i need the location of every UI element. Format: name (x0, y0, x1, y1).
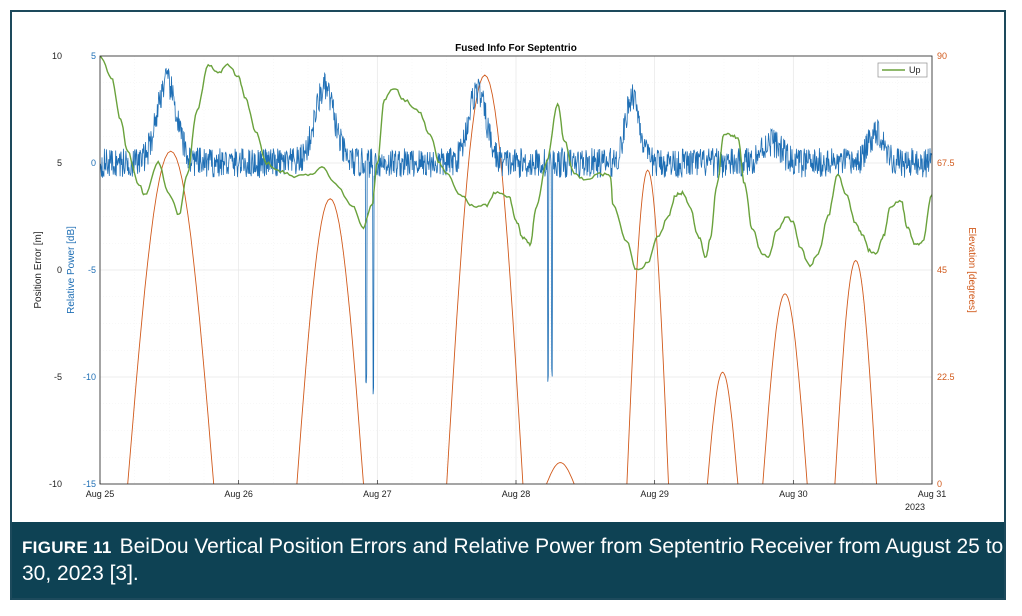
y-left-inner-tick: -15 (83, 479, 96, 489)
x-tick-label: Aug 30 (779, 489, 808, 499)
x-year-label: 2023 (905, 502, 925, 512)
x-tick-label: Aug 27 (363, 489, 392, 499)
position-error-series-line (100, 56, 932, 271)
figure: Aug 25 Aug 26 Aug 27 Aug 28 Aug 29 Aug 30 Aug … (10, 10, 1006, 600)
x-tick-label: Aug 29 (640, 489, 669, 499)
y-right-tick: 90 (937, 51, 947, 61)
y-left-inner-label: Relative Power [dB] (66, 226, 77, 314)
x-tick-label: Aug 28 (502, 489, 531, 499)
y-left-outer-tick: -10 (49, 479, 62, 489)
y-left-inner-tick: -5 (88, 265, 96, 275)
x-tick-label: Aug 26 (224, 489, 253, 499)
y-left-outer-tick: 0 (57, 265, 62, 275)
y-right-tick: 45 (937, 265, 947, 275)
chart: Aug 25 Aug 26 Aug 27 Aug 28 Aug 29 Aug 30 Aug … (33, 43, 977, 512)
relative-power-series-line (100, 67, 932, 395)
x-tick-label: Aug 31 (918, 489, 947, 499)
caption-label: FIGURE 11 (22, 538, 112, 557)
legend-entry-up: Up (909, 65, 921, 75)
caption-text: BeiDou Vertical Position Errors and Rela… (22, 535, 1004, 585)
y-right-tick: 67.5 (937, 158, 955, 168)
y-left-inner-tick: -10 (83, 372, 96, 382)
y-left-outer-tick: -5 (54, 372, 62, 382)
y-left-inner-tick: 5 (91, 51, 96, 61)
chart-title: Fused Info For Septentrio (455, 43, 577, 54)
y-left-outer-tick: 10 (52, 51, 62, 61)
figure-caption: FIGURE 11 BeiDou Vertical Position Errors… (12, 522, 1004, 598)
y-right-tick: 0 (937, 479, 942, 489)
y-left-outer-label: Position Error [m] (33, 231, 44, 308)
elevation-series-line (127, 74, 877, 484)
x-tick-label: Aug 25 (86, 489, 115, 499)
y-left-inner-tick: 0 (91, 158, 96, 168)
y-right-tick: 22.5 (937, 372, 955, 382)
legend: Up (877, 62, 928, 78)
y-right-label: Elevation [degrees] (966, 227, 977, 313)
axis-ticks: Aug 25 Aug 26 Aug 27 Aug 28 Aug 29 Aug 30 Aug … (49, 51, 955, 499)
y-left-outer-tick: 5 (57, 158, 62, 168)
